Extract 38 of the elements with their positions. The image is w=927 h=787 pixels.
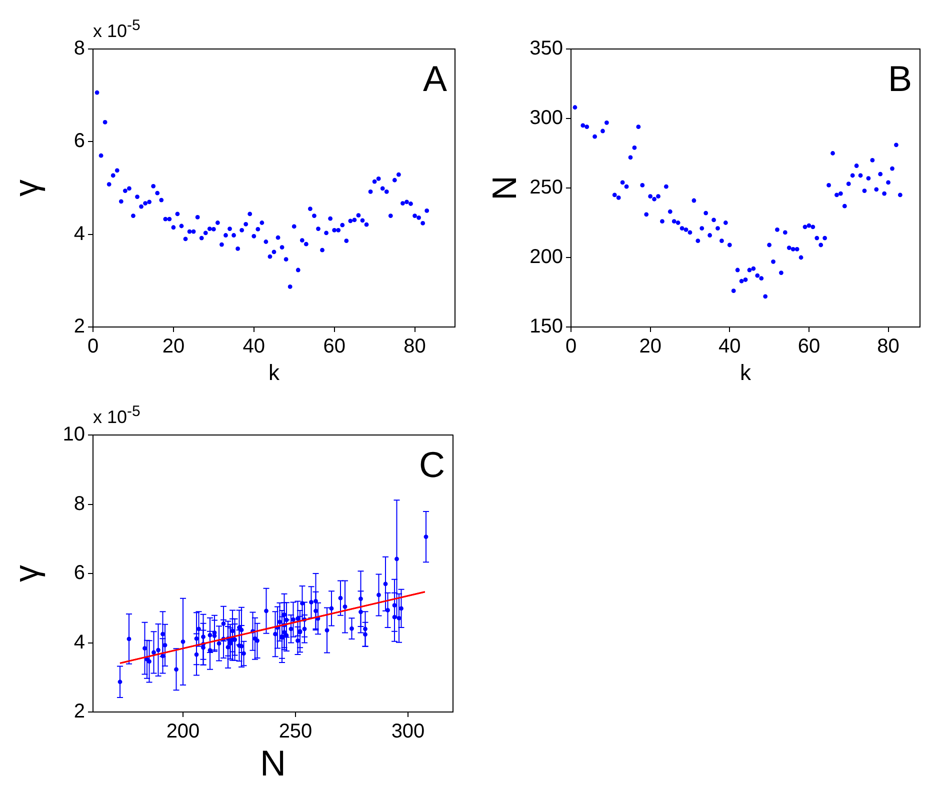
y-tick-label: 4: [74, 631, 85, 654]
y-axis-title: γ: [8, 180, 46, 196]
text: x 10$^{-5}$: [93, 17, 140, 42]
x-tick-label: 200: [166, 720, 200, 743]
x-tick-label: 40: [242, 336, 266, 358]
annotation: C: [419, 444, 445, 485]
annotation: B: [888, 58, 912, 99]
y-tick-label: 2: [74, 316, 85, 338]
x-tick-label: 60: [323, 336, 346, 358]
x-tick-label: 0: [87, 336, 99, 358]
y-tick-label: 350: [530, 38, 563, 60]
y-axis-title: N: [486, 176, 524, 200]
text: x 10$^{-5}$: [93, 403, 140, 428]
x-tick-label: 80: [404, 336, 426, 358]
x-tick-label: 250: [278, 720, 312, 743]
y-tick-label: 200: [530, 246, 563, 268]
x-tick-label: 0: [565, 336, 577, 358]
y-axis-title: γ: [8, 565, 46, 582]
x-tick-label: 80: [877, 336, 900, 358]
y-tick-label: 300: [530, 107, 563, 130]
x-tick-label: 20: [639, 336, 662, 358]
y-tick-label: 8: [74, 492, 85, 515]
y-tick-label: 250: [530, 176, 563, 199]
y-tick-label: 6: [74, 562, 85, 584]
y-tick-label: 8: [74, 38, 85, 60]
x-axis-title: k: [740, 360, 752, 385]
x-axis-title: k: [268, 360, 280, 385]
x-tick-label: 40: [718, 336, 741, 358]
x-axis-title: N: [260, 742, 286, 784]
x-tick-label: 300: [391, 720, 425, 743]
y-tick-label: 6: [74, 130, 85, 152]
x-tick-label: 60: [798, 336, 820, 358]
x-tick-label: 20: [162, 336, 185, 358]
y-tick-label: 10: [62, 424, 85, 446]
y-tick-label: 4: [74, 222, 85, 245]
y-tick-label: 2: [74, 700, 85, 723]
annotation: A: [422, 58, 447, 99]
y-tick-label: 150: [530, 316, 563, 338]
